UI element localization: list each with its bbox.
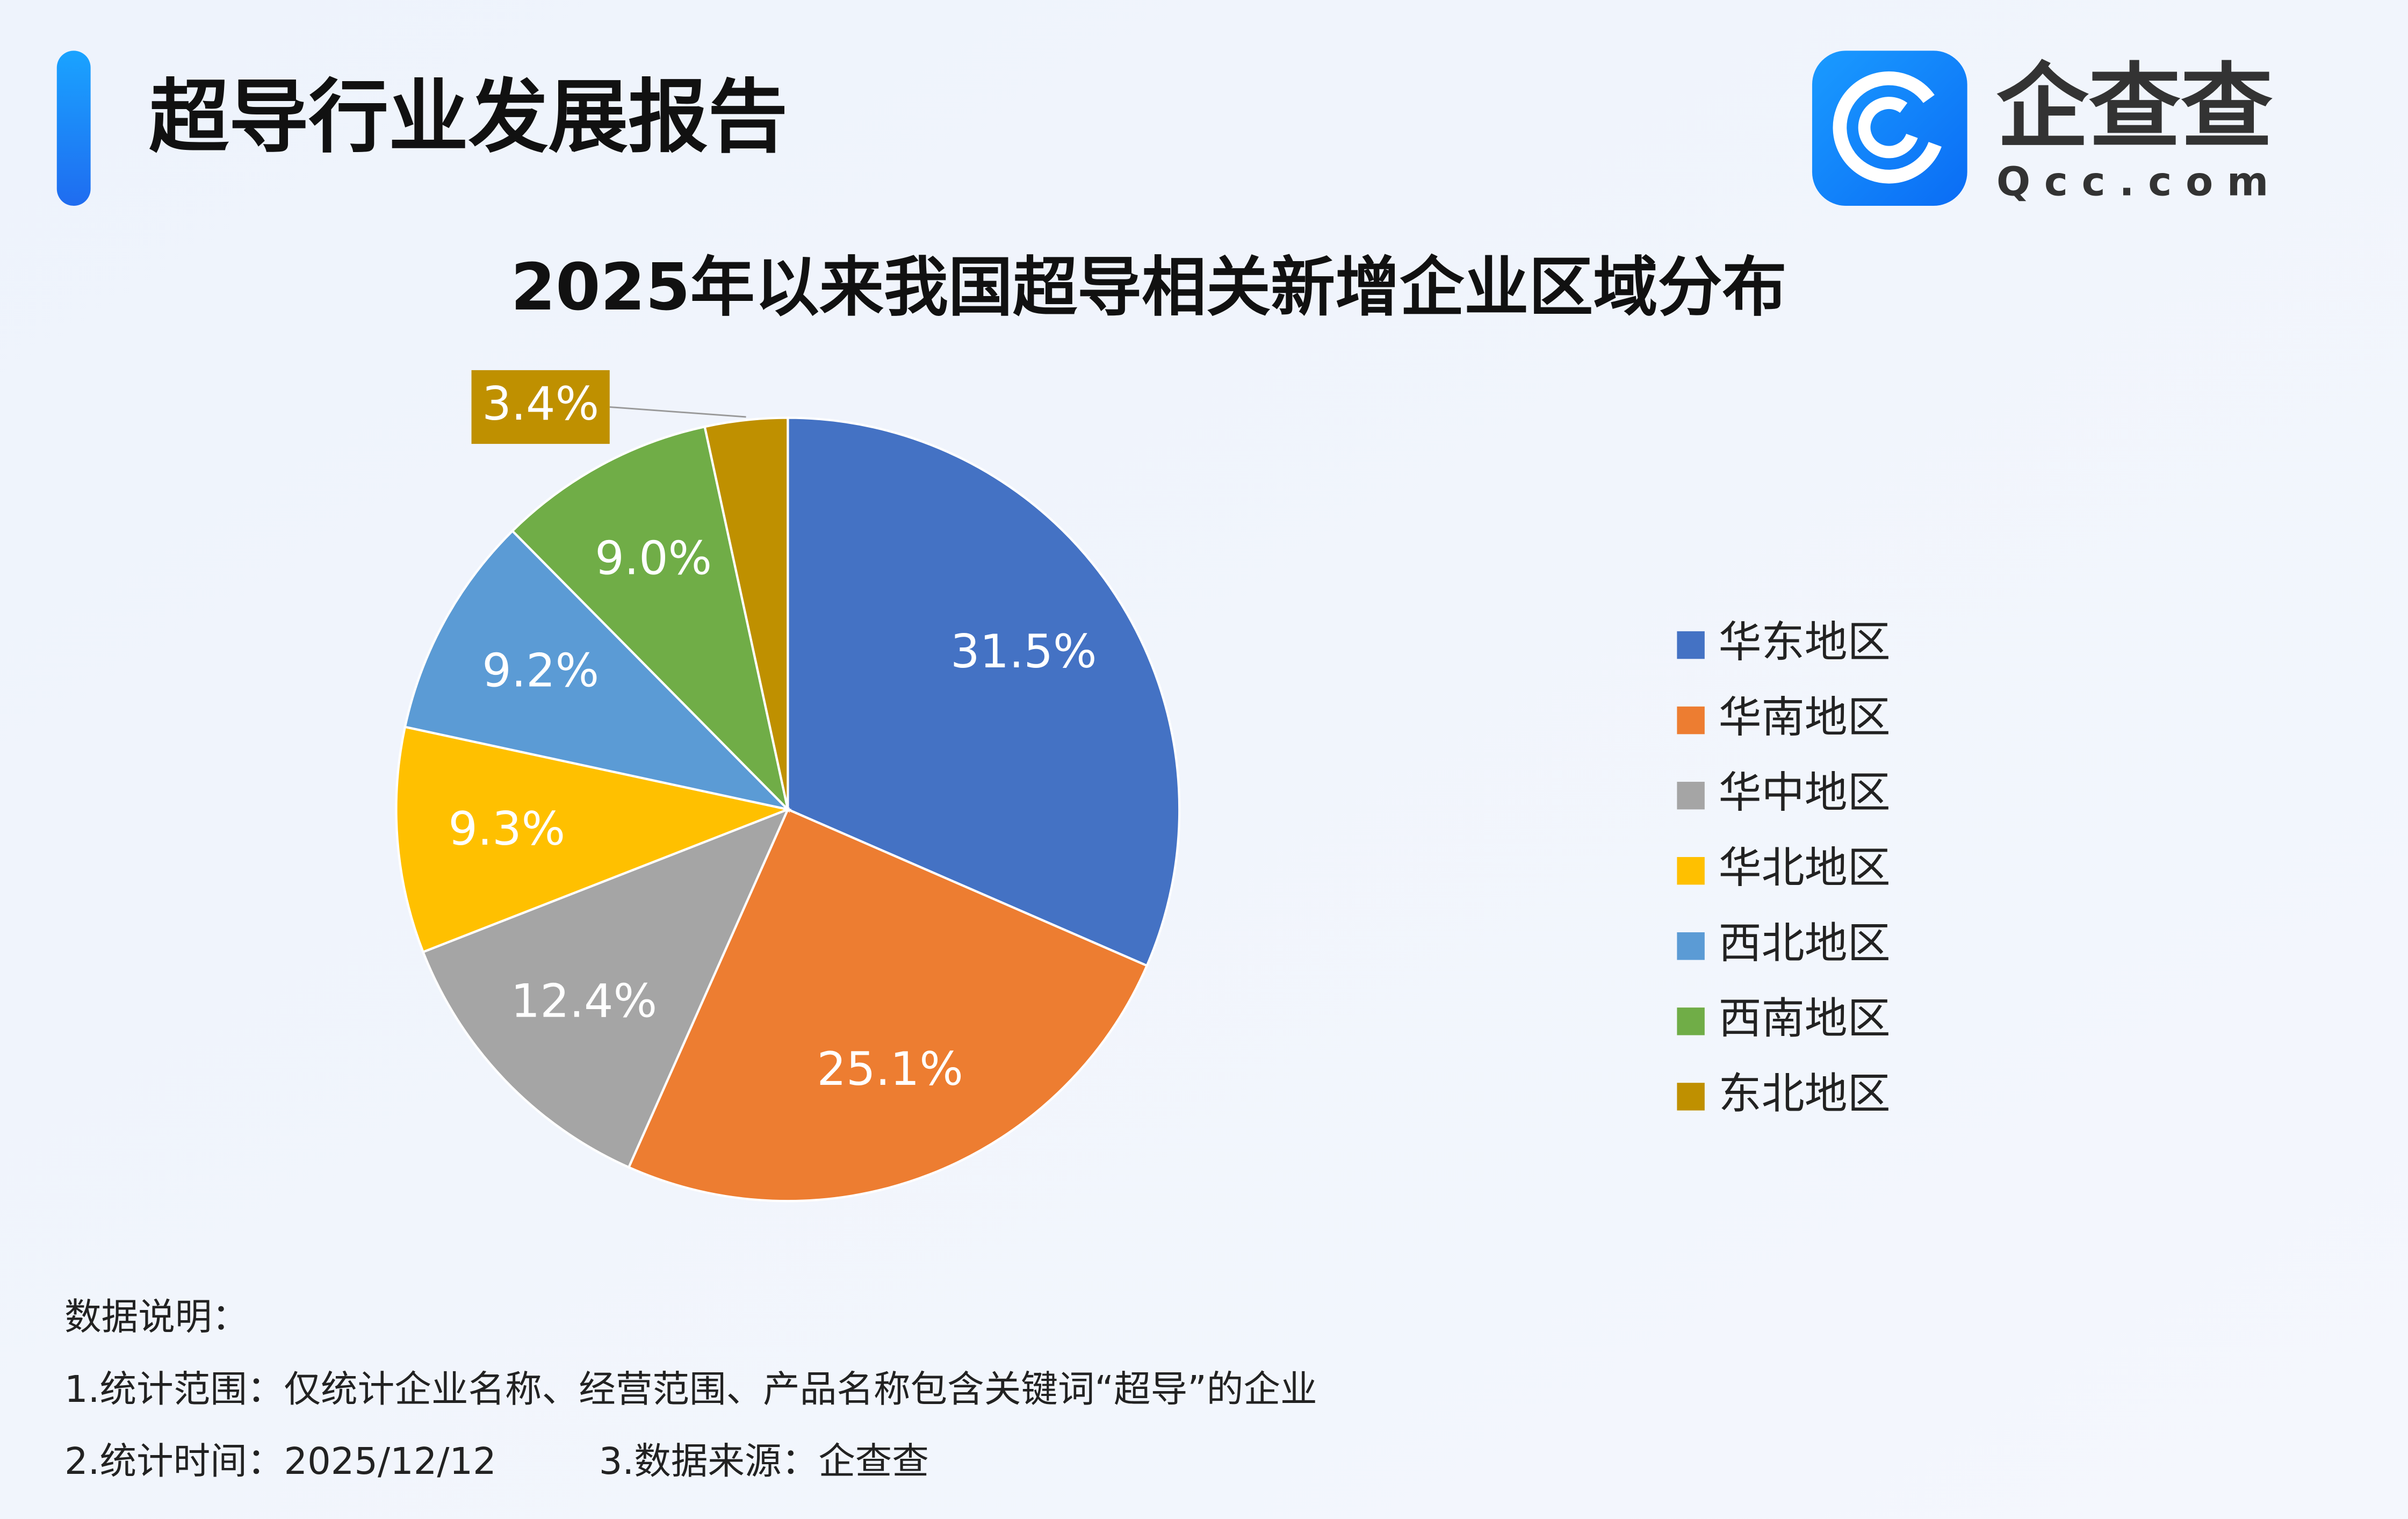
data-label: 9.3% xyxy=(448,802,565,856)
pie-slice xyxy=(787,416,1181,968)
legend-label: 华北地区 xyxy=(1719,843,1891,893)
legend-swatch xyxy=(1677,631,1705,659)
leader-line xyxy=(609,406,746,418)
label-box xyxy=(471,370,610,444)
notes-time: 2.统计时间：2025/12/12 xyxy=(64,1440,496,1483)
legend-swatch xyxy=(1677,781,1705,810)
logo-domain: Qcc.com xyxy=(1996,159,2282,205)
chart-title: 2025年以来我国超导相关新增企业区域分布 xyxy=(511,250,1787,325)
logo-ring-inner xyxy=(1858,97,1920,159)
pie-slice xyxy=(395,725,792,954)
data-label: 9.2% xyxy=(482,644,599,697)
logo-text: 企查查 xyxy=(1996,54,2273,161)
legend-label: 西南地区 xyxy=(1719,994,1891,1043)
pie-slice xyxy=(627,808,1149,1203)
legend-label: 华中地区 xyxy=(1719,768,1891,818)
legend-swatch xyxy=(1677,1083,1705,1111)
pie-slice xyxy=(510,425,790,814)
data-label: 3.4% xyxy=(482,377,599,431)
notes-source: 3.数据来源：企查查 xyxy=(599,1440,929,1483)
legend-label: 东北地区 xyxy=(1719,1069,1891,1119)
legend-label: 西北地区 xyxy=(1719,918,1891,968)
data-label: 31.5% xyxy=(950,625,1097,679)
legend-swatch xyxy=(1677,857,1705,885)
pie-slice xyxy=(421,807,790,1169)
header-accent xyxy=(56,51,91,206)
data-label: 12.4% xyxy=(511,974,657,1028)
logo: 企查查 Qcc.com xyxy=(1812,51,2282,206)
notes-heading: 数据说明： xyxy=(64,1295,249,1338)
notes-scope: 1.统计范围：仅统计企业名称、经营范围、产品名称包含关键词“超导”的企业 xyxy=(64,1368,1317,1411)
legend-label: 华南地区 xyxy=(1719,693,1891,743)
legend-label: 华东地区 xyxy=(1719,617,1891,667)
header-title: 超导行业发展报告 xyxy=(149,71,788,164)
data-label: 9.0% xyxy=(595,531,712,585)
data-label: 25.1% xyxy=(817,1042,963,1096)
legend-swatch xyxy=(1677,932,1705,960)
pie-slice xyxy=(703,416,789,810)
pie: 31.5% 25.1% 12.4% 9.3% 9.2% 9.0% 3.4% xyxy=(395,370,1181,1203)
pie-slice xyxy=(403,529,791,812)
legend-swatch xyxy=(1677,706,1705,735)
legend-swatch xyxy=(1677,1007,1705,1035)
